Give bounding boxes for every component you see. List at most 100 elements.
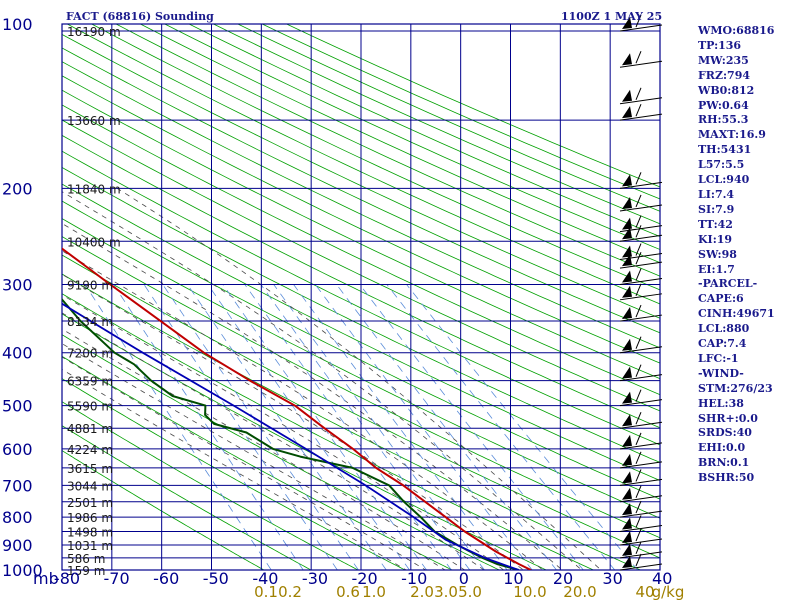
height-label: 1031 m <box>67 539 113 553</box>
wind-barb-flag <box>635 251 642 265</box>
index-item: -WIND- <box>698 366 744 380</box>
mixing-ratio-label: 10.0 <box>513 583 546 600</box>
moist-adiabat-line <box>62 328 466 570</box>
index-item: WB0:812 <box>698 83 755 97</box>
mixing-ratio-label: 40 <box>635 583 654 600</box>
wind-barb-flag <box>635 364 642 377</box>
wind-barb-flag <box>635 194 642 208</box>
wind-barb-flag <box>635 336 642 349</box>
mixing-ratio-lines <box>84 284 639 570</box>
mixing-ratio-label: 20.0 <box>563 583 596 600</box>
wind-barb-staff <box>619 442 663 450</box>
moist-adiabat-line <box>62 250 544 570</box>
dry-adiabat-line <box>62 33 660 319</box>
index-item: LFC:-1 <box>698 351 739 365</box>
plot-border <box>61 23 661 571</box>
index-item: STM:276/23 <box>698 381 773 395</box>
wind-barb-flag <box>635 304 642 318</box>
height-label: 3615 m <box>67 462 113 476</box>
height-label: 7200 m <box>67 347 113 361</box>
dry-adiabat-line <box>115 24 660 277</box>
wind-barb-flag <box>635 225 642 238</box>
mixing-ratio-label: 0.2 <box>278 583 302 600</box>
index-item: BRN:0.1 <box>698 456 750 470</box>
pressure-tick-label: 700 <box>2 476 33 495</box>
moist-adiabat-line <box>62 191 583 570</box>
wind-barb-staff <box>619 204 663 212</box>
temperature-tick-label: -80 <box>54 569 80 588</box>
temperature-tick-label: 40 <box>652 569 672 588</box>
wind-barb-flag <box>635 485 642 498</box>
dry-adiabat-line <box>62 236 660 539</box>
temperature-tick-label: -10 <box>401 569 427 588</box>
height-label: 4224 m <box>67 443 113 457</box>
wind-barb-pennant <box>622 471 632 484</box>
temperature-tick-label: -60 <box>153 569 179 588</box>
wind-barb-flag <box>635 432 642 446</box>
height-label: 8134 m <box>67 315 113 329</box>
pressure-axis-unit: mb <box>33 569 59 588</box>
mixing-ratio-label: 1.0 <box>362 583 386 600</box>
wind-barb-pennant <box>622 254 632 267</box>
temperature-tick-label: -70 <box>104 569 130 588</box>
height-label: 586 m <box>67 552 105 566</box>
pressure-tick-label: 500 <box>2 397 33 416</box>
temperature-tick-label: 30 <box>602 569 622 588</box>
wind-barb-flag <box>635 87 642 100</box>
temperature-tick-label: -50 <box>203 569 229 588</box>
pressure-tick-label: 200 <box>2 179 33 198</box>
wind-barb-staff <box>619 346 663 354</box>
moist-adiabat-line <box>62 273 524 570</box>
mixing-ratio-label: 5.0 <box>458 583 482 600</box>
index-item: CAPE:6 <box>698 292 744 306</box>
wind-barb-flag <box>635 268 642 281</box>
wind-barb-pennant <box>622 391 632 404</box>
wind-barb-pennant <box>622 217 632 230</box>
dry-adiabat-line <box>62 313 548 570</box>
mixing-ratio-line <box>314 284 533 570</box>
height-label: 4881 m <box>67 422 113 436</box>
index-item: L57:5.5 <box>698 158 745 172</box>
wind-barb-staff <box>619 461 663 469</box>
mixing-ratio-label: 3.0 <box>434 583 458 600</box>
temperature-tick-label: 10 <box>503 569 523 588</box>
mixing-ratio-line <box>187 284 387 570</box>
wind-barb-staff <box>619 374 663 382</box>
height-label: 159 m <box>67 564 105 578</box>
index-item: TP:136 <box>698 38 742 52</box>
wind-barb-pennant <box>622 106 632 119</box>
height-label: 5590 m <box>67 400 113 414</box>
temperature-profile <box>62 247 532 570</box>
dry-adiabat-line <box>62 378 406 570</box>
parcel-profile <box>62 302 520 570</box>
wind-barb-pennant <box>622 270 632 283</box>
dry-adiabat-line <box>62 450 265 570</box>
temperature-tick-label: -30 <box>302 569 328 588</box>
wind-barb-pennant <box>622 543 632 556</box>
wind-barb-pennant <box>622 366 632 379</box>
dry-adiabat-line <box>62 273 642 570</box>
moist-adiabat-line <box>62 312 485 570</box>
chart-grid <box>61 23 661 571</box>
mixing-ratio-label: 0.1 <box>254 583 278 600</box>
dry-adiabat-line <box>62 355 453 570</box>
mixing-ratio-line <box>336 284 558 570</box>
wind-barb-flag <box>635 389 642 402</box>
dry-adiabat-line <box>62 293 595 570</box>
height-label: 1986 m <box>67 511 113 525</box>
wind-barb-pennant <box>622 174 632 187</box>
height-label: 1498 m <box>67 525 113 539</box>
dry-adiabat-line <box>62 119 660 412</box>
height-label: 13660 m <box>67 114 121 128</box>
wind-barb-staff <box>619 97 663 105</box>
moist-adiabat-line <box>62 294 505 570</box>
wind-barb-staff <box>619 293 663 301</box>
height-label: 16190 m <box>67 25 121 39</box>
wind-barb-staff <box>619 234 663 242</box>
wind-barb-pennant <box>622 285 632 298</box>
dry-adiabat-line <box>62 200 660 500</box>
mixing-ratio-line <box>244 284 452 570</box>
wind-barb-staff <box>619 24 663 32</box>
index-item: LCL:880 <box>698 322 750 336</box>
pressure-tick-label: 900 <box>2 536 33 555</box>
